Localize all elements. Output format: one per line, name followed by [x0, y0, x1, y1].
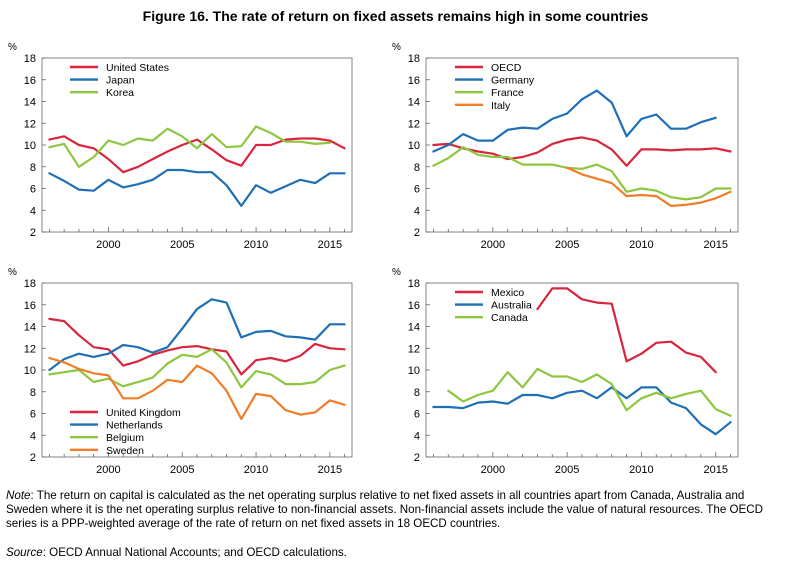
y-unit-label: % — [8, 267, 17, 278]
x-tick-label: 2000 — [481, 239, 505, 251]
legend-label-australia: Australia — [491, 300, 532, 312]
y-unit-label: % — [8, 42, 17, 53]
x-tick-label: 2005 — [170, 239, 194, 251]
series-line-australia — [432, 386, 732, 436]
legend-label-france: France — [491, 87, 524, 99]
chart-panel-2: % 2 4 6 8 10 12 14 16 18 2000 2005 2010 2015 OECDGerma… — [392, 42, 739, 251]
series-line-united-kingdom — [48, 317, 346, 376]
y-tick-label: 4 — [30, 430, 36, 442]
y-tick-label: 12 — [24, 118, 36, 130]
y-tick-label: 8 — [414, 387, 420, 399]
y-unit-label: % — [392, 267, 401, 278]
y-tick-label: 4 — [414, 205, 420, 217]
y-tick-label: 18 — [408, 278, 420, 290]
legend-label-japan: Japan — [106, 75, 135, 87]
series-line-korea — [48, 125, 331, 168]
chart-panel-4: % 2 4 6 8 10 12 14 16 18 2000 2005 2010 2015 MexicoAus… — [392, 267, 739, 476]
series-line-belgium — [48, 348, 346, 389]
legend-label-united-kingdom: United Kingdom — [106, 407, 181, 419]
source-text: : OECD Annual National Accounts; and OEC… — [42, 546, 347, 559]
y-tick-label: 6 — [414, 184, 420, 196]
y-tick-label: 6 — [414, 409, 420, 421]
y-tick-label: 16 — [24, 300, 36, 312]
legend-label-germany: Germany — [491, 75, 535, 87]
legend-label-netherlands: Netherlands — [106, 420, 163, 432]
x-tick-label: 2005 — [555, 239, 579, 251]
legend-label-mexico: Mexico — [491, 287, 524, 299]
y-tick-label: 10 — [24, 140, 36, 152]
figure-title: Figure 16. The rate of return on fixed a… — [142, 8, 649, 24]
series-line-italy — [565, 166, 732, 207]
y-tick-label: 16 — [24, 75, 36, 87]
y-tick-label: 18 — [24, 53, 36, 65]
y-tick-label: 2 — [30, 452, 36, 464]
x-tick-label: 2000 — [96, 464, 120, 476]
y-tick-label: 10 — [24, 365, 36, 377]
y-tick-label: 8 — [414, 162, 420, 174]
note-text: : The return on capital is calculated as… — [6, 489, 764, 530]
legend-label-sweden: Sweden — [106, 445, 144, 457]
series-line-germany — [432, 89, 717, 153]
y-tick-label: 4 — [30, 205, 36, 217]
y-tick-label: 14 — [24, 322, 36, 334]
legend-label-oecd: OECD — [491, 62, 522, 74]
x-tick-label: 2015 — [318, 464, 342, 476]
x-tick-label: 2015 — [703, 239, 727, 251]
x-tick-label: 2010 — [629, 239, 653, 251]
y-tick-label: 10 — [408, 365, 420, 377]
plot-frame — [425, 57, 739, 233]
plot-frame — [425, 282, 739, 458]
y-tick-label: 10 — [408, 140, 420, 152]
y-tick-label: 12 — [24, 343, 36, 355]
y-tick-label: 2 — [414, 452, 420, 464]
y-tick-label: 8 — [30, 162, 36, 174]
y-tick-label: 18 — [24, 278, 36, 290]
x-tick-label: 2005 — [170, 464, 194, 476]
x-tick-label: 2005 — [555, 464, 579, 476]
x-tick-label: 2000 — [481, 464, 505, 476]
x-tick-label: 2000 — [96, 239, 120, 251]
x-tick-label: 2015 — [703, 464, 727, 476]
figure-note: Note: The return on capital is calculate… — [6, 489, 788, 531]
plot-frame — [41, 57, 353, 233]
figure-source: Source: OECD Annual National Accounts; a… — [6, 546, 788, 559]
y-tick-label: 4 — [414, 430, 420, 442]
legend-label-united-states: United States — [106, 62, 169, 74]
legend-label-canada: Canada — [491, 312, 528, 324]
y-tick-label: 14 — [408, 97, 420, 109]
y-tick-label: 14 — [408, 322, 420, 334]
y-tick-label: 6 — [30, 184, 36, 196]
chart-panel-1: % 2 4 6 8 10 12 14 16 18 2000 2005 2010 2015 United St… — [8, 42, 353, 251]
y-tick-label: 18 — [408, 53, 420, 65]
legend-label-italy: Italy — [491, 100, 511, 112]
y-tick-label: 8 — [30, 387, 36, 399]
y-unit-label: % — [392, 42, 401, 53]
x-tick-label: 2015 — [318, 239, 342, 251]
series-line-japan — [48, 168, 346, 207]
y-tick-label: 12 — [408, 118, 420, 130]
series-line-sweden — [48, 356, 346, 420]
y-tick-label: 16 — [408, 300, 420, 312]
series-line-oecd — [432, 136, 732, 167]
y-tick-label: 6 — [30, 409, 36, 421]
series-line-france — [432, 146, 732, 201]
y-tick-label: 2 — [30, 227, 36, 239]
note-label: Note — [6, 489, 31, 502]
y-tick-label: 2 — [414, 227, 420, 239]
series-line-netherlands — [48, 298, 346, 372]
legend-label-korea: Korea — [106, 87, 134, 99]
y-tick-label: 12 — [408, 343, 420, 355]
series-line-mexico — [536, 287, 717, 374]
y-tick-label: 16 — [408, 75, 420, 87]
source-label: Source — [6, 546, 43, 559]
x-tick-label: 2010 — [629, 464, 653, 476]
legend-label-belgium: Belgium — [106, 432, 144, 444]
x-tick-label: 2010 — [244, 239, 268, 251]
chart-panel-3: % 2 4 6 8 10 12 14 16 18 2000 2005 2010 2015 United Ki… — [8, 267, 353, 476]
series-line-canada — [447, 367, 732, 417]
y-tick-label: 14 — [24, 97, 36, 109]
x-tick-label: 2010 — [244, 464, 268, 476]
